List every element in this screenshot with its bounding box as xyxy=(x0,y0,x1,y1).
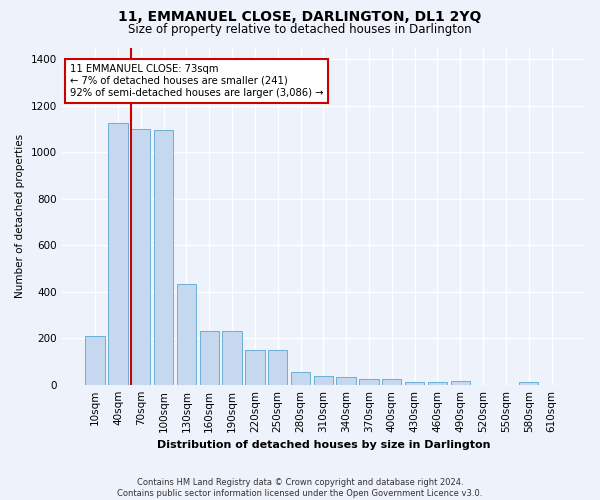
Bar xyxy=(131,129,151,385)
Bar xyxy=(359,379,379,385)
Text: Contains HM Land Registry data © Crown copyright and database right 2024.
Contai: Contains HM Land Registry data © Crown c… xyxy=(118,478,482,498)
Bar xyxy=(108,123,128,385)
Bar xyxy=(154,130,173,385)
Bar xyxy=(405,382,424,385)
Bar xyxy=(314,376,333,385)
Y-axis label: Number of detached properties: Number of detached properties xyxy=(15,134,25,298)
Text: Size of property relative to detached houses in Darlington: Size of property relative to detached ho… xyxy=(128,22,472,36)
Bar xyxy=(291,372,310,385)
Bar xyxy=(200,332,219,385)
Bar xyxy=(451,380,470,385)
Bar xyxy=(223,332,242,385)
Bar xyxy=(85,336,105,385)
Bar xyxy=(428,382,447,385)
Bar xyxy=(337,376,356,385)
Text: 11 EMMANUEL CLOSE: 73sqm
← 7% of detached houses are smaller (241)
92% of semi-d: 11 EMMANUEL CLOSE: 73sqm ← 7% of detache… xyxy=(70,64,323,98)
Bar xyxy=(268,350,287,385)
Bar xyxy=(245,350,265,385)
Bar xyxy=(177,284,196,385)
Bar xyxy=(519,382,538,385)
Text: 11, EMMANUEL CLOSE, DARLINGTON, DL1 2YQ: 11, EMMANUEL CLOSE, DARLINGTON, DL1 2YQ xyxy=(118,10,482,24)
Bar xyxy=(382,379,401,385)
X-axis label: Distribution of detached houses by size in Darlington: Distribution of detached houses by size … xyxy=(157,440,490,450)
